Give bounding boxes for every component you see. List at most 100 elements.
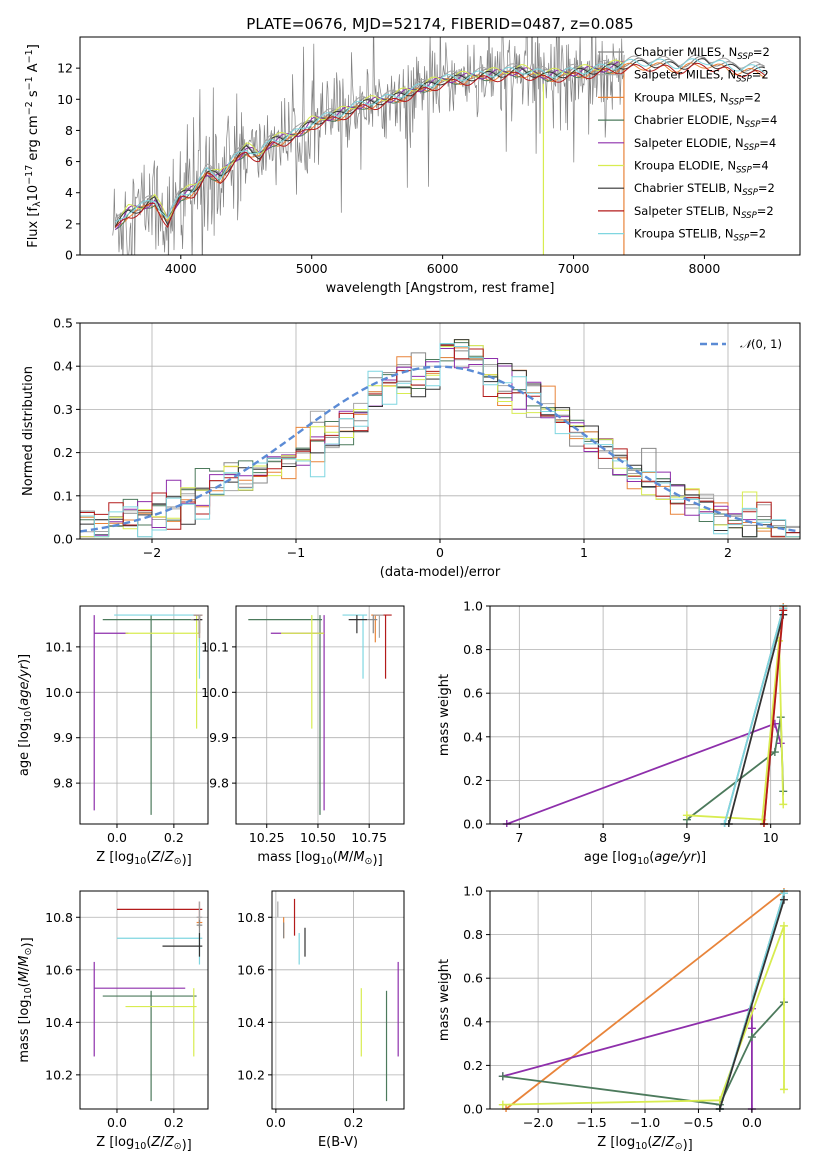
y-tick-label: 0.2: [53, 445, 73, 460]
y-tick-label: 10.0: [45, 685, 73, 700]
weight-vs-age-plot-area: [502, 603, 788, 827]
weight-line: [502, 925, 785, 1106]
weight-marker: [779, 606, 788, 615]
weight-marker: [747, 1033, 756, 1042]
y-tick-label: 0.6: [463, 971, 483, 986]
legend-entry: Salpeter STELIB, NSSP=2: [634, 204, 774, 221]
weight-marker: [498, 1072, 507, 1081]
y-tick-label: 10.1: [45, 639, 73, 654]
x-tick-label: −1.5: [576, 1115, 606, 1130]
weight-marker: [682, 811, 691, 820]
y-tick-label: 1.0: [463, 599, 483, 614]
axes-frame: [79, 605, 209, 825]
data-point: [281, 615, 325, 729]
y-tick-label: 10.8: [45, 910, 73, 925]
weight-vs-Z-panel: −2.0 −1.5 −1.0 −0.5 0.0 0.0 0.2 0.4 0.6 0.8 1.0 mas…: [437, 884, 801, 1153]
y-tick-label: 0.4: [463, 729, 483, 744]
mass-vs-Z-panel: 0.0 0.2 10.2 10.4 10.6 10.8 Z [log10(Z/Z⊙)] mas…: [17, 890, 209, 1153]
y-tick-label: 9.8: [209, 776, 229, 791]
data-point: [270, 615, 325, 811]
weight-series: [498, 921, 788, 1109]
legend-entry: Chabrier ELODIE, NSSP=4: [634, 113, 777, 130]
data-point: [93, 615, 129, 811]
y-tick-label: 0.0: [463, 1102, 483, 1117]
figure-title: PLATE=0676, MJD=52174, FIBERID=0487, z=0…: [246, 15, 633, 33]
weight-line: [505, 890, 785, 1110]
spectrum-legend: Chabrier MILES, NSSP=2 Salpeter MILES, NS…: [598, 45, 777, 244]
age-vs-Z-plot-area: [93, 614, 203, 815]
legend-entry: Kroupa ELODIE, NSSP=4: [634, 159, 769, 176]
x-axis-label: Z [log10(Z/Z⊙)]: [597, 1135, 692, 1153]
weight-line: [727, 614, 785, 825]
legend-entry: Kroupa STELIB, NSSP=2: [634, 227, 766, 244]
x-tick-label: 7000: [558, 261, 590, 276]
age-vs-Z-panel: 0.0 0.2 9.8 9.9 10.0 10.1 Z [log10(Z/Z⊙)] age […: [17, 605, 209, 868]
x-axis-label: mass [log10(M/M⊙)]: [257, 850, 382, 868]
y-tick-label: 0.6: [463, 686, 483, 701]
x-tick-label: 0.0: [107, 830, 127, 845]
x-tick-label: −1: [287, 545, 305, 560]
model-spectrum: [115, 62, 765, 227]
data-point: [348, 615, 368, 634]
weight-marker: [779, 921, 788, 930]
model-spectrum: [115, 58, 765, 223]
y-axis-label: age [log10(age/yr)]: [17, 654, 34, 776]
mass-vs-Z-plot-area: [93, 901, 203, 1102]
data-point: [342, 614, 368, 679]
data-point: [373, 614, 384, 638]
y-tick-label: 0.4: [53, 359, 73, 374]
x-tick-label: 9: [683, 830, 691, 845]
data-point: [193, 614, 203, 638]
y-tick-label: 0.5: [53, 316, 73, 331]
weight-line: [686, 640, 785, 821]
y-tick-label: 0.4: [463, 1014, 483, 1029]
residuals-panel: −2 −1 0 1 2 0.0 0.1 0.2 0.3 0.4 0.5 (data-model)/er…: [21, 316, 801, 580]
x-tick-label: 10.50: [300, 830, 336, 845]
y-tick-label: 10.8: [237, 910, 265, 925]
age-vs-mass-panel: 10.25 10.50 10.75 9.8 9.9 10.0 10.1 mass [log10…: [201, 605, 405, 868]
weight-marker: [747, 1024, 756, 1033]
y-axis-label: Normed distribution: [21, 366, 36, 496]
y-tick-label: 9.9: [209, 730, 229, 745]
y-axis-label: Flux [fλ10−17 erg cm−2 s−1 A−1]: [24, 44, 43, 248]
residual-legend: 𝒩(0, 1): [700, 337, 782, 351]
mass-vs-EBV-panel: 0.0 0.2 10.2 10.4 10.6 10.8 E(B-V): [237, 890, 405, 1150]
spectrum-panel: 4000 5000 6000 7000 8000 0 2 4 6 8 10 12 wavelength …: [24, 36, 801, 296]
observed-spectrum: [112, 37, 625, 255]
data-point: [196, 919, 203, 934]
age-vs-mass-plot-area: [248, 614, 392, 815]
data-point: [116, 901, 203, 923]
y-axis-label: mass [log10(M/M⊙)]: [17, 937, 35, 1062]
y-tick-label: 0.8: [463, 642, 483, 657]
x-axis-label: age [log10(age/yr)]: [584, 850, 706, 867]
y-tick-label: 0.8: [463, 927, 483, 942]
y-tick-label: 10.6: [237, 962, 265, 977]
x-tick-label: 0.2: [344, 1115, 364, 1130]
x-axis-label: (data-model)/error: [380, 565, 501, 580]
data-point: [248, 615, 323, 815]
spectrum-plot-area: [112, 37, 766, 255]
y-tick-label: 0.3: [53, 402, 73, 417]
weight-line: [763, 610, 785, 825]
y-tick-label: 0.0: [53, 532, 73, 547]
y-tick-label: 0.1: [53, 488, 73, 503]
data-point: [102, 990, 197, 1102]
y-tick-label: 10.4: [45, 1015, 73, 1030]
y-tick-label: 10.2: [237, 1067, 265, 1082]
residual-histogram: [80, 339, 800, 538]
weight-line: [502, 1007, 753, 1109]
axes-frame: [271, 890, 405, 1110]
axes-frame: [79, 890, 209, 1110]
weight-vs-age-panel: 7 8 9 10 0.0 0.2 0.4 0.6 0.8 1.0 mass weight age [l…: [437, 599, 801, 867]
y-tick-label: 9.9: [53, 730, 73, 745]
legend-entry: Salpeter ELODIE, NSSP=4: [634, 136, 776, 153]
y-tick-label: 10.0: [201, 685, 229, 700]
weight-series: [682, 636, 788, 824]
weight-line: [718, 899, 785, 1110]
y-tick-label: 12: [57, 61, 73, 76]
weight-vs-Z-plot-area: [498, 888, 788, 1112]
x-tick-label: 10.25: [249, 830, 285, 845]
axes-frame: [489, 605, 801, 825]
legend-entry: Chabrier STELIB, NSSP=2: [634, 181, 775, 198]
